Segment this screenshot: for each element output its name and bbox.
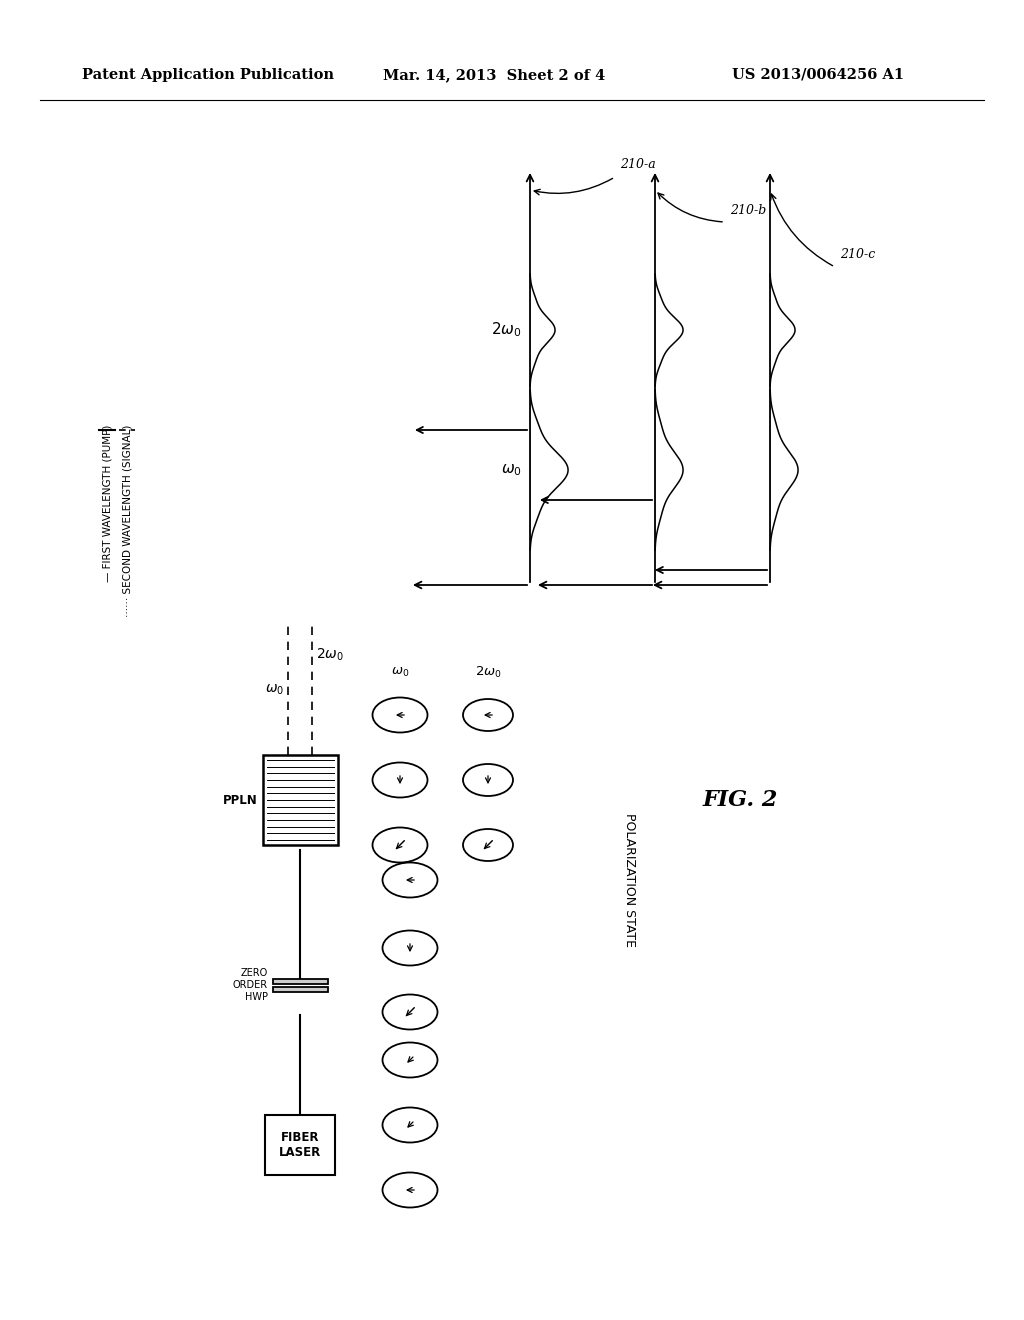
Text: ······ SECOND WAVELENGTH (SIGNAL): ······ SECOND WAVELENGTH (SIGNAL) bbox=[122, 425, 132, 618]
Text: $\omega_0$: $\omega_0$ bbox=[265, 682, 284, 697]
Text: 210-c: 210-c bbox=[840, 248, 876, 261]
Text: Patent Application Publication: Patent Application Publication bbox=[82, 69, 334, 82]
Text: FIBER
LASER: FIBER LASER bbox=[279, 1131, 322, 1159]
Text: POLARIZATION STATE: POLARIZATION STATE bbox=[624, 813, 637, 946]
Bar bbox=[272, 986, 328, 991]
Text: $2\omega_0$: $2\omega_0$ bbox=[474, 664, 502, 680]
Text: 210-b: 210-b bbox=[730, 203, 766, 216]
Text: $2\omega_0$: $2\omega_0$ bbox=[316, 647, 344, 663]
Text: $\omega_0$: $\omega_0$ bbox=[391, 665, 410, 678]
Text: US 2013/0064256 A1: US 2013/0064256 A1 bbox=[732, 69, 904, 82]
Text: $\omega_0$: $\omega_0$ bbox=[501, 462, 522, 478]
Text: Mar. 14, 2013  Sheet 2 of 4: Mar. 14, 2013 Sheet 2 of 4 bbox=[383, 69, 605, 82]
Bar bbox=[265, 1115, 335, 1175]
Bar bbox=[262, 755, 338, 845]
Bar bbox=[272, 978, 328, 983]
Text: FIG. 2: FIG. 2 bbox=[702, 789, 777, 810]
Text: — FIRST WAVELENGTH (PUMP): — FIRST WAVELENGTH (PUMP) bbox=[102, 425, 112, 582]
Text: ZERO
ORDER
HWP: ZERO ORDER HWP bbox=[232, 969, 267, 1002]
Text: PPLN: PPLN bbox=[223, 793, 257, 807]
Text: 210-a: 210-a bbox=[620, 158, 655, 172]
Text: $2\omega_0$: $2\omega_0$ bbox=[492, 321, 522, 339]
